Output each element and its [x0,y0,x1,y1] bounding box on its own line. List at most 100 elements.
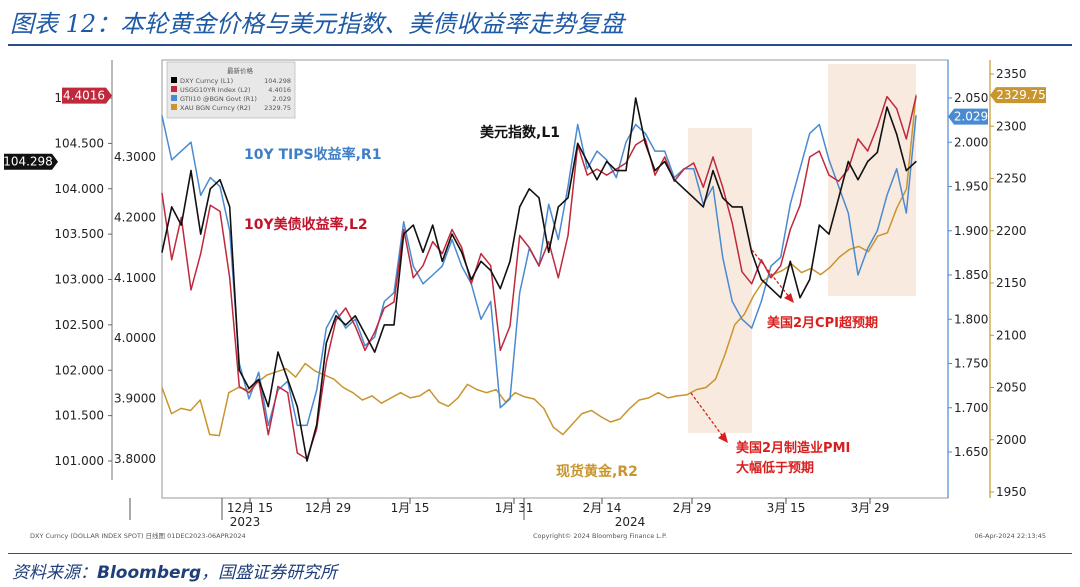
data-point [877,235,879,237]
data-point [789,260,791,262]
data-point [509,398,511,400]
data-point [374,331,376,333]
data-point [838,180,840,182]
data-point [490,269,492,271]
r2-tick-label: 2000 [996,433,1027,447]
data-point [606,160,608,163]
data-point [577,123,579,126]
data-point [335,315,337,317]
data-point [267,406,269,408]
data-point [683,168,685,170]
x-tick-label: 1月 31 [495,501,534,515]
data-point [557,277,559,279]
data-point [229,206,231,208]
data-point [867,160,869,163]
x-tick-label: 12月 15 [227,501,273,515]
data-point [847,168,849,170]
r1-tick-label: 1.850 [954,268,988,282]
data-point [333,378,335,380]
data-point [209,433,211,436]
data-point [229,277,231,279]
value-tag-shape [948,108,988,125]
data-point [876,126,878,128]
data-point [828,174,830,176]
data-point [676,395,679,397]
data-point [461,251,463,253]
data-point [258,371,260,373]
data-point [896,207,898,209]
data-point [818,123,820,126]
r2-tick-label: 2150 [996,276,1027,290]
data-point [625,170,627,172]
data-point [886,232,889,234]
data-point [161,386,163,389]
cpi-arrow-head [784,293,794,303]
x-tick-label: 1月 15 [391,501,430,515]
data-point [247,389,249,391]
data-point [296,406,298,408]
data-point [190,409,192,412]
data-point [180,224,182,226]
data-point [390,397,392,399]
data-point [275,371,278,373]
legend-entry: USGG10YR Index (L2) 4.4016 [171,86,291,94]
source-divider [8,553,1072,554]
data-point [519,292,521,294]
legend-header: 最新价格 [227,66,254,75]
data-point [296,452,298,454]
legend-entry: XAU BGN Curncy (R2) 2329.75 [171,104,291,112]
legend-swatch [171,86,177,92]
data-point [335,309,337,311]
data-point [476,389,478,391]
data-point [857,179,859,181]
source-prefix: 资料来源： [12,563,97,583]
data-point [799,297,801,299]
data-point [548,203,550,205]
data-point [722,186,724,188]
x-year-label: 2023 [230,515,261,529]
l2-tick-label: 4.1000 [114,271,156,285]
pmi-annotation-line1: 美国2月制造业PMI [736,440,850,456]
data-point [829,266,831,268]
l1-tick-label: 103.000 [54,273,104,287]
data-point [199,399,201,401]
data-point [702,186,704,188]
data-point [896,168,898,170]
data-point [345,327,347,329]
data-point [722,256,724,258]
data-point [741,206,743,208]
data-point [857,274,859,276]
data-point [170,413,173,415]
data-point [606,174,608,176]
data-point [838,197,840,199]
data-point [219,210,221,212]
data-point [596,179,598,181]
data-point [753,294,755,297]
data-point [760,259,762,261]
data-point [400,392,402,394]
data-point [905,188,908,190]
data-point [543,407,545,409]
data-point [364,333,366,335]
r2-tick-label: 2200 [996,224,1027,238]
r2-tick-label: 2350 [996,67,1027,81]
data-point [190,170,192,172]
data-point [886,194,888,196]
data-point [780,297,782,299]
legend-entry: DXY Curncy (L1) 104.298 [171,77,291,85]
dxy-annotation: 美元指数,L1 [480,124,560,141]
x-tick-label: 3月 15 [767,501,806,515]
data-point [325,327,327,329]
data-point [915,94,917,96]
data-point [412,224,414,226]
data-point [586,160,588,163]
data-point [461,247,463,249]
series-layer [161,94,917,462]
legend-name: GTII10 @BGN Govt (R1) [180,95,257,103]
data-point [428,389,430,391]
data-point [896,108,898,110]
data-point [654,150,656,152]
data-point [277,385,279,388]
